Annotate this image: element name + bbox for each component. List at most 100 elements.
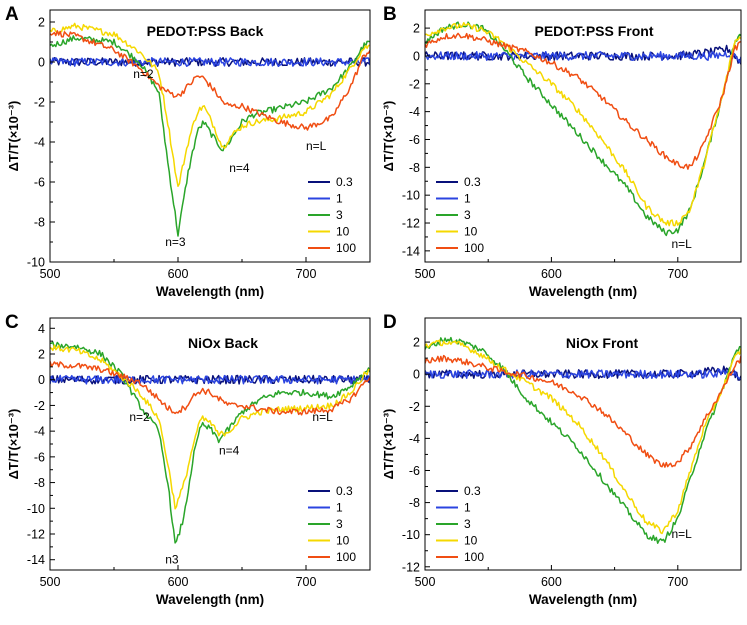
y-tick-label: 0 <box>413 49 420 63</box>
y-tick-label: 2 <box>413 22 420 36</box>
y-tick-label: -10 <box>27 502 45 516</box>
series-line-1 <box>425 368 741 380</box>
y-axis-label: ΔT/T(×10⁻³) <box>6 409 21 480</box>
legend-label: 1 <box>464 501 471 515</box>
legend-label: 100 <box>464 241 484 255</box>
y-tick-label: -6 <box>34 176 45 190</box>
panel-title: PEDOT:PSS Front <box>534 23 653 39</box>
peak-annotation: n=2 <box>129 410 150 424</box>
y-tick-label: -12 <box>402 560 420 574</box>
panel-title: NiOx Front <box>566 335 639 351</box>
plot-frame <box>424 9 742 263</box>
x-tick-label: 500 <box>415 575 436 589</box>
series-group <box>425 21 741 237</box>
legend-label: 1 <box>336 192 343 206</box>
series-line-3 <box>50 341 370 544</box>
panel-letter: D <box>383 312 397 333</box>
y-axis-label: ΔT/T(×10⁻³) <box>381 409 396 480</box>
y-tick-label: -6 <box>409 133 420 147</box>
panel-letter: A <box>5 4 19 25</box>
y-tick-label: -2 <box>409 400 420 414</box>
panel-b: 500 600 700 2 0 -2 -4 -6 -8 -10 -12 -14 Wavelength (… <box>381 4 742 299</box>
y-tick-label: -12 <box>402 217 420 231</box>
peak-annotation: n=2 <box>133 67 154 81</box>
legend-label: 3 <box>336 208 343 222</box>
panel-c: 500 600 700 4 2 0 -2 -4 -6 -8 -10 -12 -14 Wavelength … <box>5 312 371 607</box>
x-axis-label: Wavelength (nm) <box>156 284 264 299</box>
y-tick-label: -8 <box>409 161 420 175</box>
peak-annotation: n3 <box>165 553 179 567</box>
y-tick-label: -2 <box>34 399 45 413</box>
legend: 0.3 1 3 10 100 <box>308 484 356 564</box>
series-line-3 <box>425 336 741 544</box>
panel-letter: C <box>5 312 19 333</box>
x-tick-label: 700 <box>296 267 317 281</box>
series-group <box>50 341 370 544</box>
x-tick-label: 600 <box>168 267 189 281</box>
legend-label: 10 <box>336 534 350 548</box>
legend-label: 3 <box>464 208 471 222</box>
series-line-10 <box>50 344 370 510</box>
panel-d: 500 600 700 2 0 -2 -4 -6 -8 -10 -12 Wavelength (nm)… <box>381 312 742 607</box>
legend: 0.3 1 3 10 100 <box>436 175 484 255</box>
peak-annotation: n=L <box>671 527 692 541</box>
legend-label: 3 <box>336 517 343 531</box>
y-tick-label: 2 <box>413 336 420 350</box>
series-line-1 <box>425 50 741 64</box>
legend-label: 10 <box>336 225 350 239</box>
y-tick-label: -12 <box>27 528 45 542</box>
y-tick-label: -4 <box>34 136 45 150</box>
y-tick-label: 0 <box>38 56 45 70</box>
x-tick-label: 700 <box>296 575 317 589</box>
peak-annotation: n=4 <box>219 443 240 457</box>
series-line-100 <box>50 361 370 416</box>
legend-label: 1 <box>464 192 471 206</box>
peak-annotation: n=L <box>306 139 327 153</box>
series-line-0.3 <box>425 44 741 65</box>
peak-annotation: n=3 <box>165 235 186 249</box>
legend-label: 100 <box>464 550 484 564</box>
y-tick-label: -8 <box>34 476 45 490</box>
x-tick-label: 600 <box>168 575 189 589</box>
peak-annotation: n=L <box>671 237 692 251</box>
panel-letter: B <box>383 4 397 25</box>
y-tick-label: -14 <box>27 553 45 567</box>
y-tick-label: -6 <box>409 464 420 478</box>
legend-label: 1 <box>336 501 343 515</box>
series-group <box>50 22 370 237</box>
x-axis-label: Wavelength (nm) <box>156 592 264 607</box>
x-tick-label: 700 <box>667 267 688 281</box>
legend-label: 100 <box>336 241 356 255</box>
legend-label: 10 <box>464 534 478 548</box>
y-tick-label: -10 <box>402 189 420 203</box>
y-tick-label: -2 <box>409 77 420 91</box>
peak-annotation: n=4 <box>229 161 250 175</box>
plot-frame <box>49 317 371 571</box>
legend-label: 0.3 <box>336 484 353 498</box>
y-tick-label: 4 <box>38 322 45 336</box>
series-line-3 <box>50 35 370 237</box>
x-tick-label: 600 <box>541 575 562 589</box>
y-tick-label: 0 <box>413 368 420 382</box>
series-line-1 <box>50 374 370 385</box>
x-tick-label: 500 <box>40 575 61 589</box>
series-group <box>425 336 741 544</box>
y-axis-label: ΔT/T(×10⁻³) <box>6 101 21 172</box>
panel-title: PEDOT:PSS Back <box>147 23 264 39</box>
y-tick-label: -14 <box>402 244 420 258</box>
peak-annotation: n=L <box>312 410 333 424</box>
x-axis-label: Wavelength (nm) <box>529 284 637 299</box>
plot-frame <box>424 317 742 571</box>
y-tick-label: 0 <box>38 373 45 387</box>
series-line-100 <box>425 32 741 170</box>
y-tick-label: -4 <box>409 105 420 119</box>
legend: 0.3 1 3 10 100 <box>308 175 356 255</box>
x-tick-label: 500 <box>40 267 61 281</box>
y-tick-label: -8 <box>409 496 420 510</box>
y-tick-label: -6 <box>34 450 45 464</box>
series-line-10 <box>50 22 370 188</box>
x-tick-label: 700 <box>667 575 688 589</box>
legend-label: 3 <box>464 517 471 531</box>
series-line-1 <box>50 57 370 67</box>
y-tick-label: 2 <box>38 16 45 30</box>
